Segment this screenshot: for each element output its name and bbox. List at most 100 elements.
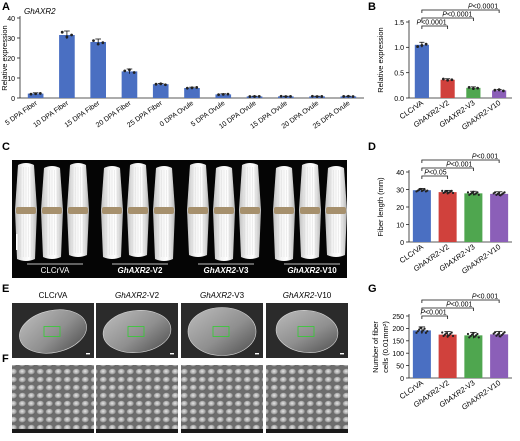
data-point [416,45,419,48]
data-point [66,35,69,38]
data-point [452,335,454,337]
seed [188,207,208,214]
panel-letter-f: F [2,353,9,365]
panel-c-label-1: CLCrVA [41,266,70,275]
y-tick-label: 50 [396,363,404,370]
data-point [311,95,314,98]
data-point [419,327,421,329]
data-point [420,44,423,47]
panel-e-label-2: GhAXR2-V2 [115,291,160,300]
data-point [476,87,479,90]
data-point [467,191,469,193]
y-tick-label: 250 [392,314,404,321]
panel-e-label-3: GhAXR2-V3 [200,291,245,300]
data-point [472,87,475,90]
x-tick-label-5: 25 DPA Fiber [126,100,164,130]
seed [274,207,294,214]
bar-1 [415,45,429,98]
data-point [191,86,194,89]
data-point [445,190,447,192]
data-point [101,41,104,44]
data-point [445,332,447,334]
fiber-cell-image [266,365,348,433]
y-tick-label: 40 [396,170,404,177]
data-point [441,331,443,333]
y-tick-label: 30 [396,187,404,194]
y-tick-label: 20 [396,205,404,212]
significance-label-2: P<0.0001 [442,12,472,19]
seed [128,207,148,214]
data-point [342,95,345,98]
data-point [423,188,425,190]
y-tick-label: 150 [392,339,404,346]
y-tick-label: 0.0 [394,96,404,103]
significance-label-1: P<0.0001 [416,20,446,27]
significance-label-3: P<0.0001 [468,4,498,11]
data-point [493,89,496,92]
x-tick-label-6: 0 DPA Ovule [159,100,196,128]
seed [326,207,346,214]
seed [240,207,260,214]
panel-letter-d: D [368,141,376,153]
panel-letter-g: G [368,283,377,295]
data-point [186,87,189,90]
data-point [164,83,167,86]
data-point [503,331,505,333]
y-tick-label: 0 [400,240,404,247]
scale-bar [170,353,174,354]
scale-bar [340,353,344,354]
data-point [352,95,355,98]
panel-f-fiber-cell-images [12,365,348,433]
bar-2 [439,192,457,242]
data-point [426,330,428,332]
data-point [451,331,453,333]
panel-e-label-4: GhAXR2-V10 [283,291,332,300]
y-axis-label-line-1: Number of fiber [371,321,380,373]
scale-bar [255,353,259,354]
seed [16,207,36,214]
y-tick-label: 100 [392,351,404,358]
data-point [159,82,162,85]
data-point [30,93,33,96]
significance-label-1: P<0.05 [424,170,446,177]
panel-c-label-2: GhAXR2-V2 [118,266,163,275]
data-point [123,69,126,72]
data-point [419,188,421,190]
data-point [498,192,500,194]
y-axis-label: Relative expression [376,27,385,92]
data-point [425,43,428,46]
panel-letter-a: A [2,1,10,13]
y-tick-label: 1.5 [394,20,404,27]
bar-1 [413,190,431,242]
fiber-cell-image [181,365,263,433]
panel-letter-e: E [2,283,9,295]
data-point [155,83,158,86]
significance-label-2: P<0.001 [446,162,472,169]
y-axis-label-line-2: cells (0.01mm²) [381,321,390,373]
y-tick-label: 0 [11,96,15,103]
y-axis-label: Fiber length (mm) [376,177,385,237]
y-tick-label: 0 [400,376,404,383]
data-point [284,95,287,98]
data-point [133,71,136,74]
y-tick-label: 10 [396,222,404,229]
data-point [503,191,505,193]
bar-5 [153,84,169,98]
data-point [502,89,505,92]
data-point [92,39,95,42]
panel-letter-b: B [368,1,376,13]
seed [102,207,122,214]
bar-4 [490,194,508,242]
data-point [34,92,37,95]
y-tick-label: 0.5 [394,70,404,77]
data-point [128,68,131,71]
data-point [347,95,350,98]
data-point [442,78,445,81]
seed [42,207,62,214]
bar-2 [59,35,75,98]
y-tick-label: 200 [392,326,404,333]
